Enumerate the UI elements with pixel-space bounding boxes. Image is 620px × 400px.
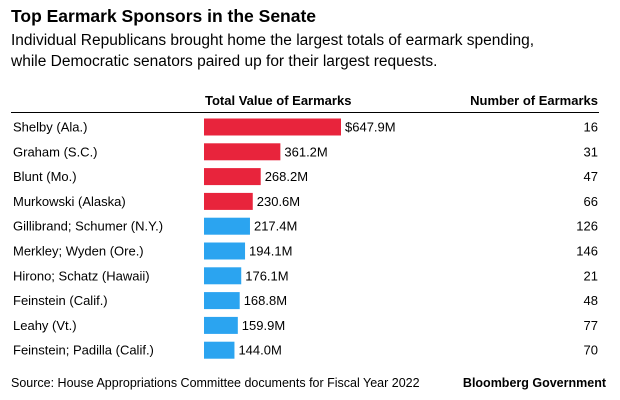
category-label: Merkley; Wyden (Ore.) bbox=[13, 244, 144, 259]
earmark-count: 47 bbox=[584, 169, 598, 184]
earmark-count: 146 bbox=[576, 244, 598, 259]
bar bbox=[204, 143, 281, 161]
value-label: 230.6M bbox=[257, 194, 300, 209]
earmark-count: 16 bbox=[584, 120, 598, 135]
bar bbox=[204, 217, 250, 235]
publisher-credit: Bloomberg Government bbox=[462, 376, 606, 390]
value-label: 217.4M bbox=[254, 219, 297, 234]
earmark-count: 31 bbox=[584, 144, 598, 159]
bar bbox=[204, 292, 240, 310]
earmark-count: 70 bbox=[584, 343, 598, 358]
earmark-count: 66 bbox=[584, 194, 598, 209]
bar bbox=[204, 192, 253, 210]
value-label: $647.9M bbox=[345, 120, 396, 135]
category-label: Hirono; Schatz (Hawaii) bbox=[13, 268, 150, 283]
bar bbox=[204, 168, 261, 186]
value-label: 159.9M bbox=[242, 318, 285, 333]
bar bbox=[204, 267, 242, 285]
category-label: Leahy (Vt.) bbox=[13, 318, 77, 333]
header-divider bbox=[11, 112, 599, 113]
subtitle-line: Individual Republicans brought home the … bbox=[11, 32, 535, 49]
category-label: Feinstein; Padilla (Calif.) bbox=[13, 343, 154, 358]
earmark-count: 77 bbox=[584, 318, 598, 333]
value-label: 176.1M bbox=[245, 268, 288, 283]
category-label: Shelby (Ala.) bbox=[13, 120, 87, 135]
subtitle-line: while Democratic senators paired up for … bbox=[11, 53, 438, 70]
category-label: Murkowski (Alaska) bbox=[13, 194, 126, 209]
chart-subtitle: Individual Republicans brought home the … bbox=[11, 30, 611, 72]
category-label: Blunt (Mo.) bbox=[13, 169, 77, 184]
bar bbox=[204, 316, 238, 334]
count-column-header: Number of Earmarks bbox=[470, 93, 598, 108]
value-label: 144.0M bbox=[238, 343, 281, 358]
value-label: 361.2M bbox=[284, 144, 327, 159]
category-label: Graham (S.C.) bbox=[13, 144, 98, 159]
bar bbox=[204, 242, 246, 260]
category-label: Feinstein (Calif.) bbox=[13, 293, 108, 308]
category-label: Gillibrand; Schumer (N.Y.) bbox=[13, 219, 163, 234]
chart-title: Top Earmark Sponsors in the Senate bbox=[11, 6, 317, 26]
bar bbox=[204, 341, 235, 359]
value-label: 268.2M bbox=[265, 169, 308, 184]
value-label: 168.8M bbox=[244, 293, 287, 308]
earmark-count: 126 bbox=[576, 219, 598, 234]
bar bbox=[204, 118, 341, 136]
value-column-header: Total Value of Earmarks bbox=[205, 93, 352, 108]
earmark-count: 21 bbox=[584, 268, 598, 283]
earmark-count: 48 bbox=[584, 293, 598, 308]
value-label: 194.1M bbox=[249, 244, 292, 259]
source-note: Source: House Appropriations Committee d… bbox=[11, 376, 420, 390]
